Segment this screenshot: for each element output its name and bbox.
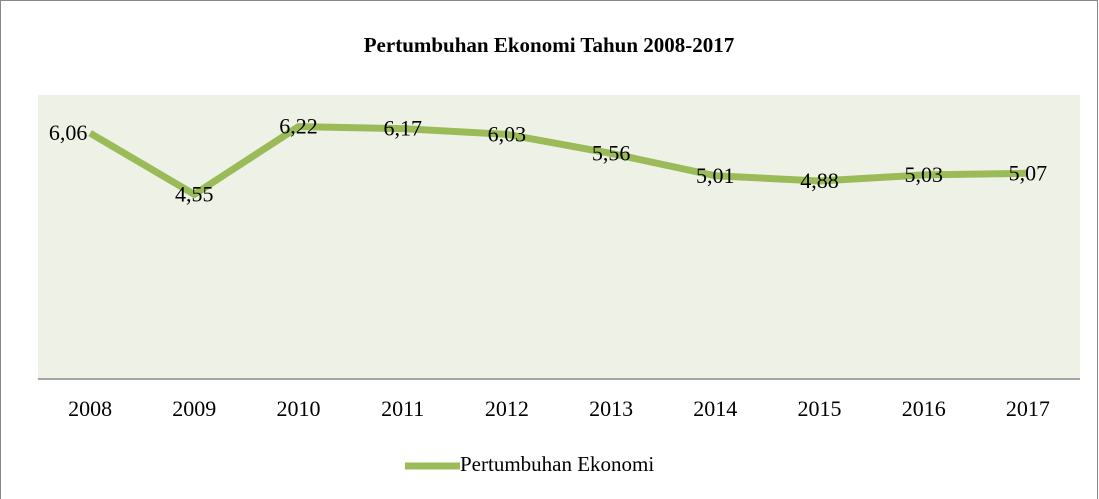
x-tick-label: 2016 (902, 396, 946, 421)
data-label: 5,03 (904, 162, 943, 187)
line (88, 123, 1028, 198)
chart-title: Pertumbuhan Ekonomi Tahun 2008-2017 (364, 33, 735, 57)
data-label: 4,88 (800, 168, 839, 193)
x-tick-label: 2017 (1006, 396, 1050, 421)
x-tick-label: 2009 (172, 396, 216, 421)
x-tick-label: 2012 (485, 396, 529, 421)
legend-label: Pertumbuhan Ekonomi (460, 452, 654, 476)
x-tick-label: 2015 (798, 396, 842, 421)
x-tick-label: 2011 (381, 396, 424, 421)
data-label: 6,17 (383, 116, 422, 141)
data-label: 5,07 (1009, 160, 1048, 185)
plot-area (38, 95, 1080, 379)
data-label: 5,56 (592, 140, 631, 165)
data-label: 6,03 (488, 121, 527, 146)
x-tick-label: 2008 (68, 396, 112, 421)
data-label: 6,22 (279, 114, 318, 139)
data-label: 6,06 (49, 120, 88, 145)
data-label: 4,55 (175, 181, 214, 206)
x-tick-label: 2013 (589, 396, 633, 421)
x-tick-label: 2014 (693, 396, 737, 421)
x-tick-label: 2010 (277, 396, 321, 421)
data-label: 5,01 (696, 163, 735, 188)
